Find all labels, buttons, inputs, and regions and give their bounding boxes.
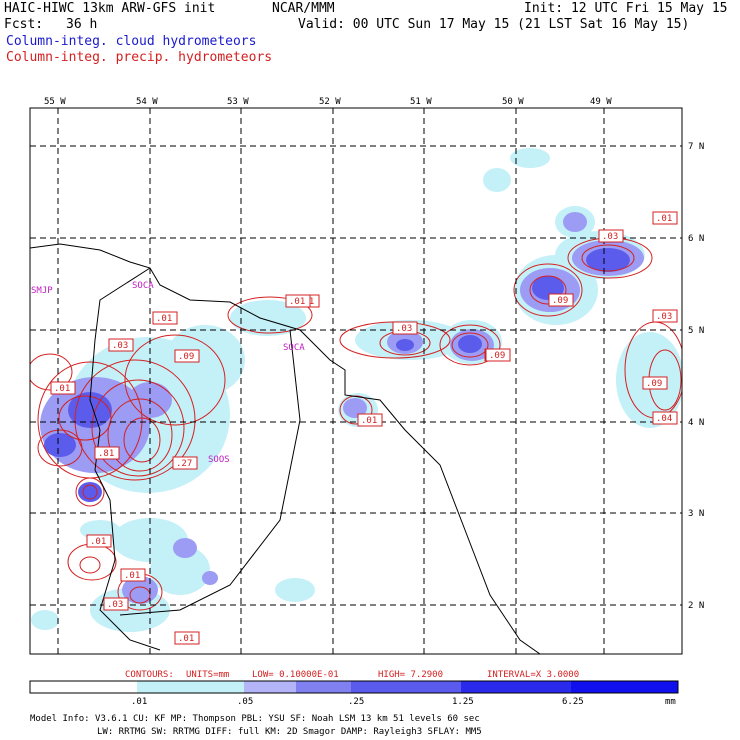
contour-label: .03 (112, 341, 128, 351)
contour-label-box (485, 348, 511, 362)
contour-label-box (392, 321, 418, 335)
org-label: NCAR/MMM (272, 1, 335, 16)
forecast-label: Fcst: (4, 17, 44, 32)
lon-label: 55 W (44, 97, 66, 107)
contour-label: .01 (54, 384, 70, 394)
contour-label: .01 (156, 314, 172, 324)
colorbar (29, 680, 679, 694)
contour-label: .09 (646, 379, 662, 389)
contour-label-box (357, 413, 383, 427)
contour-label-box (548, 293, 574, 307)
init-time: Init: 12 UTC Fri 15 May 15 (524, 1, 728, 16)
contour-label: .01 (90, 537, 106, 547)
colorbar-tick: .05 (237, 697, 253, 707)
contour-label: .01 (289, 297, 305, 307)
precip-contours (30, 237, 682, 611)
contour-label: .01 (361, 416, 377, 426)
contour-label-box (152, 311, 178, 325)
contour-label-box (103, 597, 129, 611)
lat-label: 5 N (688, 326, 704, 336)
contour-label-box (642, 376, 668, 390)
colorbar-unit: mm (665, 697, 676, 707)
contour-label: .27 (176, 459, 192, 469)
contour-label-box (108, 338, 134, 352)
lat-label: 4 N (688, 418, 704, 428)
contour-label: .03 (656, 312, 672, 322)
contour-label: .03 (396, 324, 412, 334)
lon-label: 51 W (410, 97, 432, 107)
model-info-line1: Model Info: V3.6.1 CU: KF MP: Thompson P… (30, 714, 480, 724)
colorbar-tick: 1.25 (452, 697, 474, 707)
coastline (30, 243, 541, 654)
colorbar-ticks: .01 .05 .25 1.25 6.25 mm (131, 697, 676, 707)
model-title: HAIC-HIWC 13km ARW-GFS init (4, 1, 216, 16)
station-label: SOCA (283, 343, 305, 353)
map-frame (29, 107, 683, 655)
contour-label-box (652, 211, 678, 225)
contours-units: UNITS=mm (186, 670, 229, 680)
station-label: SMJP (31, 286, 53, 296)
contour-label-box (652, 309, 678, 323)
lon-label: 54 W (136, 97, 158, 107)
station-label: SOOS (208, 455, 230, 465)
contour-label-box (598, 229, 624, 243)
forecast-hour: 36 h (66, 17, 98, 32)
field-cloud-label: Column-integ. cloud hydrometeors (6, 34, 257, 49)
contours-info: CONTOURS: UNITS=mm LOW= 0.10000E-01 HIGH… (125, 670, 579, 680)
model-info-line2: LW: RRTMG SW: RRTMG DIFF: full KM: 2D Sm… (97, 727, 482, 737)
longitude-labels: 55 W 54 W 53 W 52 W 51 W 50 W 49 W (44, 97, 612, 107)
contour-label: .09 (552, 296, 568, 306)
station-labels: SMJP SOCA SOCA SOOS (31, 281, 305, 465)
graticule (30, 108, 682, 654)
lon-label: 50 W (502, 97, 524, 107)
valid-time: Valid: 00 UTC Sun 17 May 15 (21 LST Sat … (298, 17, 690, 32)
contour-label: .04 (656, 414, 672, 424)
lon-label: 49 W (590, 97, 612, 107)
contour-label-box (172, 456, 198, 470)
contour-label-box (652, 411, 678, 425)
colorbar-tick: 6.25 (562, 697, 584, 707)
contour-label-box (86, 534, 112, 548)
colorbar-tick: .01 (131, 697, 147, 707)
contour-label-box (174, 631, 200, 645)
contours-high: HIGH= 7.2900 (378, 670, 443, 680)
lon-label: 52 W (319, 97, 341, 107)
contour-label: .01 (178, 634, 194, 644)
colorbar-tick: .25 (348, 697, 364, 707)
contour-label-box (120, 568, 146, 582)
contours-low: LOW= 0.10000E-01 (252, 670, 339, 680)
latitude-labels: 7 N 6 N 5 N 4 N 3 N 2 N (688, 142, 704, 611)
lat-label: 2 N (688, 601, 704, 611)
contour-label: .09 (178, 352, 194, 362)
contour-label-box (50, 381, 76, 395)
lon-label: 53 W (227, 97, 249, 107)
contour-label: .81 (98, 449, 114, 459)
contour-label-box (174, 349, 200, 363)
contours-interval: INTERVAL=X 3.0000 (487, 670, 579, 680)
lat-label: 6 N (688, 234, 704, 244)
field-precip-label: Column-integ. precip. hydrometeors (6, 50, 273, 65)
contour-label: .09 (489, 351, 505, 361)
contour-label-box (94, 446, 120, 460)
contour-label-box (285, 294, 311, 308)
contour-label: .01 (124, 571, 140, 581)
contour-label: .03 (602, 232, 618, 242)
lat-label: 7 N (688, 142, 704, 152)
contours-label: CONTOURS: (125, 670, 174, 680)
contour-label: .03 (107, 600, 123, 610)
station-label: SOCA (132, 281, 154, 291)
lat-label: 3 N (688, 509, 704, 519)
contour-value-labels: .01 .01 .03 .09 .01 .03 .09 .01 .81 .27 .01 .01 .03.… (50, 211, 678, 645)
contour-label: .01 (656, 214, 672, 224)
